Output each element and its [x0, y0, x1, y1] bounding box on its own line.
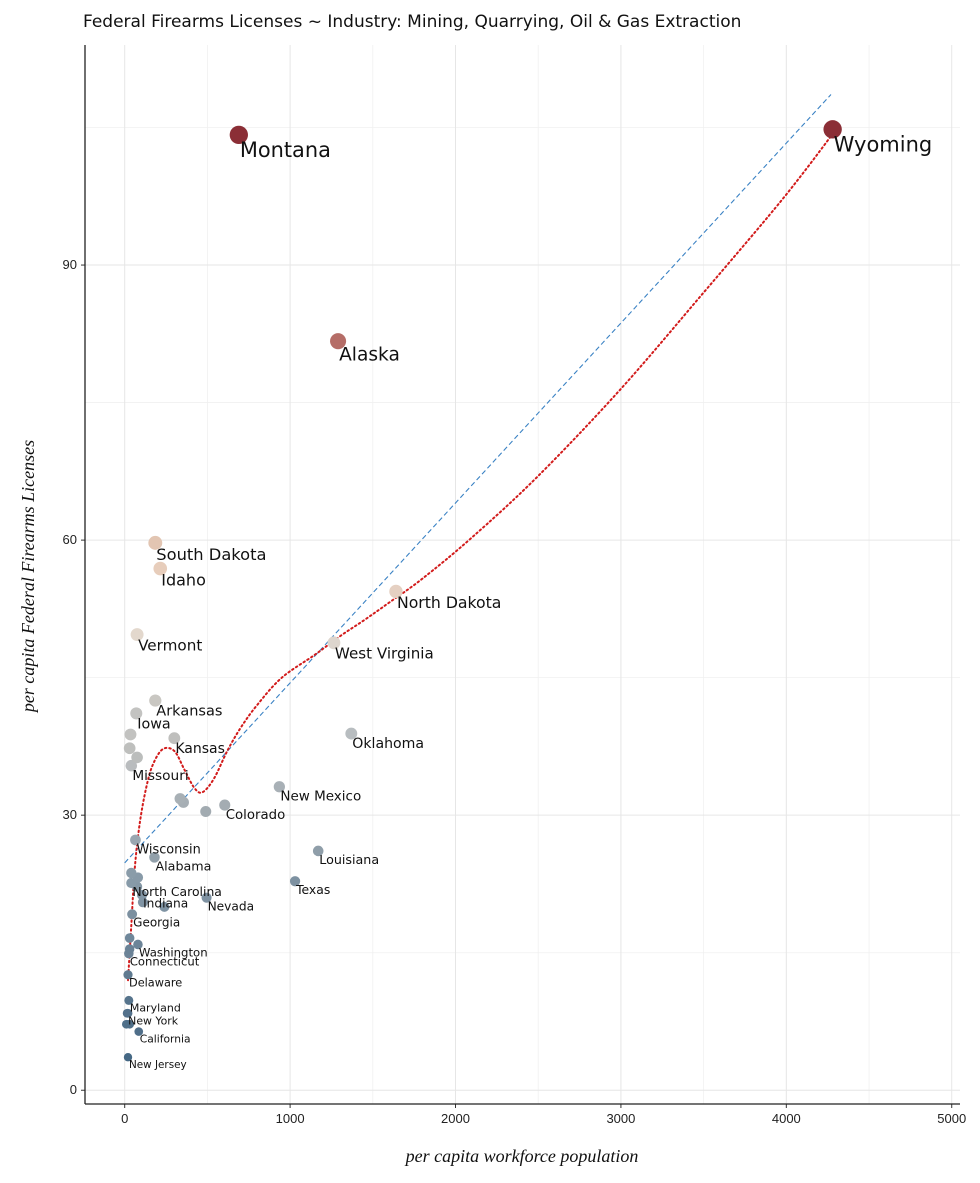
- data-point: [124, 995, 134, 1005]
- data-point: [327, 636, 341, 650]
- point-label: Nevada: [208, 899, 255, 913]
- point-label: Kansas: [175, 741, 225, 757]
- y-tick-label: 90: [63, 257, 77, 272]
- point-label: Georgia: [133, 916, 180, 930]
- data-point: [137, 897, 148, 908]
- data-point: [124, 944, 135, 954]
- data-point: [149, 852, 160, 863]
- data-point: [126, 867, 137, 879]
- data-point: [125, 759, 138, 772]
- point-label: Oklahoma: [352, 736, 424, 752]
- axes: 0 1000 2000 3000 4000 5000 0 30 60 90: [63, 45, 966, 1126]
- data-point: [130, 707, 143, 720]
- point-label: California: [140, 1032, 191, 1045]
- data-point: [389, 584, 403, 599]
- data-points: [121, 120, 842, 1062]
- data-point: [133, 939, 143, 950]
- point-label: Washington: [139, 945, 208, 959]
- data-point: [289, 876, 301, 887]
- point-label: Missouri: [132, 768, 188, 784]
- data-point: [137, 889, 148, 901]
- y-tick-label: 0: [70, 1082, 77, 1097]
- data-point: [330, 333, 347, 350]
- data-point: [123, 1053, 133, 1062]
- linear-fit-line: [124, 94, 832, 864]
- data-point: [130, 834, 141, 846]
- point-label: Connecticut: [130, 955, 200, 969]
- data-point: [153, 561, 168, 576]
- point-label: Colorado: [226, 808, 285, 823]
- loess-fit-line: [127, 132, 834, 982]
- x-tick-label: 4000: [772, 1111, 801, 1126]
- point-label: Iowa: [137, 716, 170, 732]
- data-point: [345, 727, 358, 740]
- data-point: [149, 694, 162, 707]
- data-point: [124, 933, 135, 943]
- data-point: [312, 845, 324, 857]
- data-point: [130, 628, 144, 642]
- data-point: [219, 799, 231, 811]
- data-point: [134, 1027, 144, 1036]
- data-point: [201, 892, 212, 903]
- point-labels: Wyoming Montana Alaska South Dakota Idaho Nor…: [128, 133, 932, 1071]
- point-label: South Dakota: [156, 545, 266, 564]
- point-label: Vermont: [138, 636, 202, 654]
- data-point: [123, 742, 136, 755]
- point-label: Texas: [295, 882, 330, 897]
- fit-lines: [124, 94, 834, 982]
- point-label: West Virginia: [335, 645, 434, 663]
- point-label: New Mexico: [280, 789, 361, 805]
- data-point: [168, 732, 181, 745]
- x-tick-label: 0: [121, 1111, 128, 1126]
- point-label: Indiana: [143, 897, 188, 911]
- point-label: Louisiana: [319, 852, 379, 867]
- y-tick-label: 60: [63, 532, 77, 547]
- y-axis-title: per capita Federal Firearms Licenses: [18, 440, 38, 714]
- x-tick-label: 2000: [441, 1111, 470, 1126]
- data-point: [148, 535, 163, 550]
- point-label: Idaho: [161, 570, 206, 589]
- point-label: Delaware: [129, 976, 182, 989]
- data-point: [823, 120, 842, 139]
- point-label: Montana: [240, 138, 331, 162]
- point-label: North Carolina: [132, 884, 222, 899]
- data-point: [159, 901, 170, 912]
- data-point: [200, 806, 212, 818]
- point-label: New Jersey: [129, 1059, 187, 1071]
- data-point: [125, 1019, 135, 1029]
- point-label: Wisconsin: [136, 842, 200, 857]
- data-point: [124, 728, 137, 741]
- x-tick-label: 3000: [606, 1111, 635, 1126]
- point-label: Maryland: [130, 1002, 181, 1015]
- point-label: Alaska: [339, 345, 400, 366]
- x-axis-title: per capita workforce population: [404, 1146, 639, 1166]
- point-label: Alabama: [155, 858, 211, 873]
- y-tick-label: 30: [63, 807, 77, 822]
- point-label: North Dakota: [397, 593, 501, 612]
- data-point: [131, 751, 143, 764]
- point-label: Arkansas: [156, 704, 222, 720]
- x-tick-label: 5000: [937, 1111, 966, 1126]
- x-tick-label: 1000: [276, 1111, 305, 1126]
- point-label: New York: [128, 1014, 179, 1027]
- data-point: [174, 793, 186, 805]
- data-point: [123, 1008, 133, 1018]
- chart-title: Federal Firearms Licenses ~ Industry: Mi…: [83, 12, 742, 32]
- data-point: [229, 125, 248, 145]
- point-label: Wyoming: [834, 133, 933, 157]
- data-point: [127, 909, 138, 920]
- data-point: [273, 781, 285, 793]
- grid-layer: [85, 45, 960, 1104]
- data-point: [123, 970, 133, 980]
